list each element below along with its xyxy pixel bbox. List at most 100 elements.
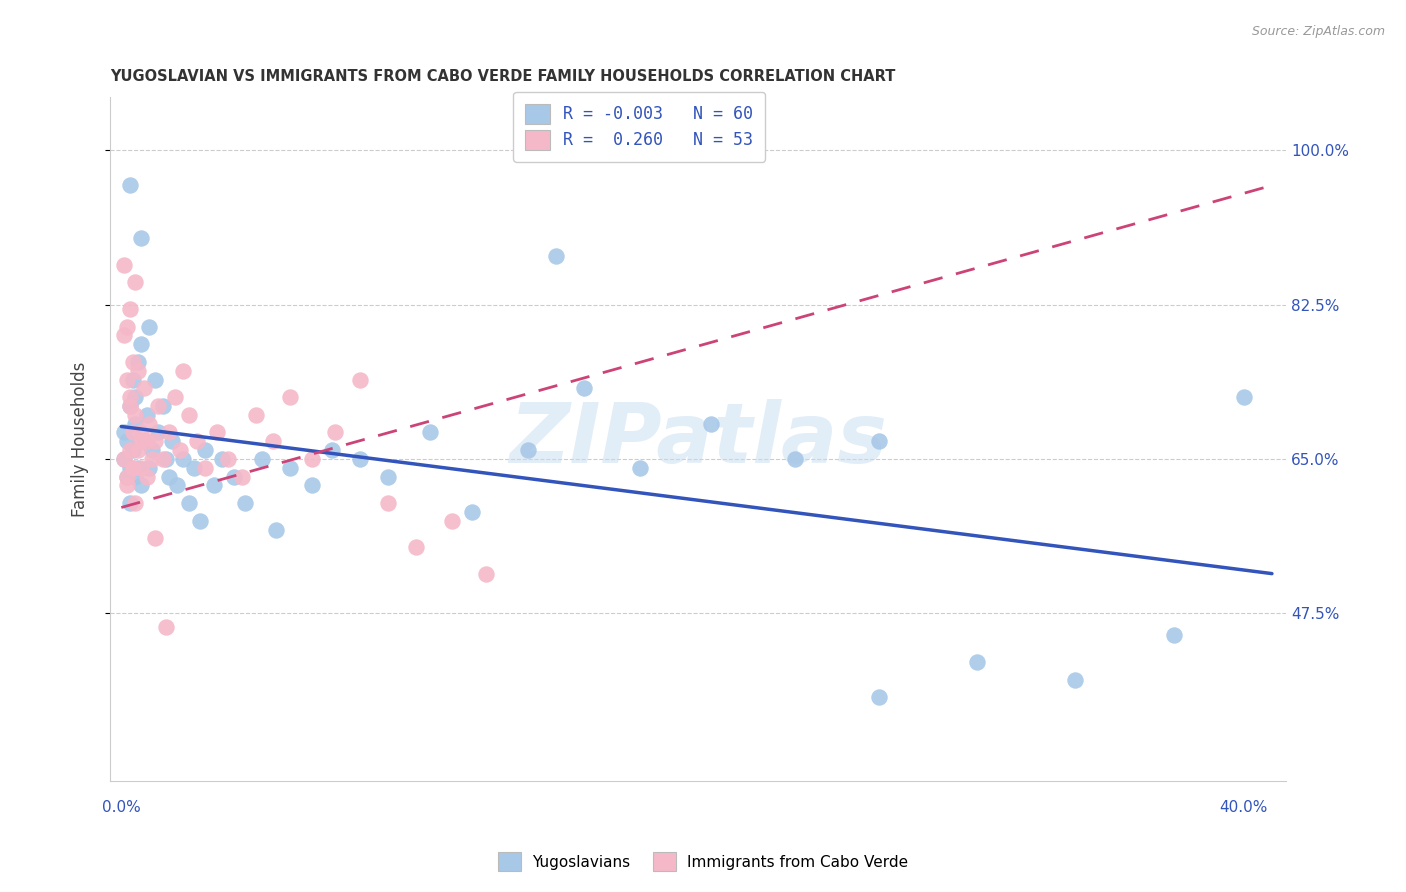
Point [124, 496, 146, 510]
Point [127, 355, 149, 369]
Point [966, 655, 988, 669]
Point [163, 390, 186, 404]
Point [121, 460, 143, 475]
Point [129, 231, 152, 245]
Point [129, 460, 152, 475]
Legend: Yugoslavians, Immigrants from Cabo Verde: Yugoslavians, Immigrants from Cabo Verde [492, 847, 914, 877]
Point [152, 452, 174, 467]
Legend: R = -0.003   N = 60, R =  0.260   N = 53: R = -0.003 N = 60, R = 0.260 N = 53 [513, 92, 765, 161]
Point [118, 496, 141, 510]
Point [517, 443, 540, 458]
Point [112, 425, 135, 440]
Point [118, 460, 141, 475]
Text: 0.0%: 0.0% [101, 799, 141, 814]
Point [127, 460, 149, 475]
Point [574, 381, 596, 395]
Point [169, 443, 191, 458]
Point [115, 434, 138, 449]
Point [118, 390, 141, 404]
Point [118, 443, 141, 458]
Point [141, 443, 163, 458]
Point [112, 258, 135, 272]
Point [1163, 628, 1185, 642]
Point [146, 399, 169, 413]
Point [112, 452, 135, 467]
Point [868, 434, 890, 449]
Text: 40.0%: 40.0% [1219, 799, 1268, 814]
Point [143, 532, 166, 546]
Point [118, 399, 141, 413]
Point [135, 469, 157, 483]
Point [138, 319, 160, 334]
Point [129, 337, 152, 351]
Point [475, 566, 498, 581]
Point [301, 452, 323, 467]
Point [441, 514, 464, 528]
Point [278, 460, 301, 475]
Point [141, 452, 163, 467]
Point [124, 276, 146, 290]
Point [177, 496, 200, 510]
Point [124, 469, 146, 483]
Point [143, 372, 166, 386]
Point [1064, 673, 1087, 687]
Point [118, 301, 141, 316]
Point [152, 399, 174, 413]
Point [250, 452, 273, 467]
Point [121, 425, 143, 440]
Point [129, 434, 152, 449]
Point [129, 425, 152, 440]
Point [127, 364, 149, 378]
Point [172, 452, 194, 467]
Point [138, 460, 160, 475]
Point [115, 372, 138, 386]
Text: YUGOSLAVIAN VS IMMIGRANTS FROM CABO VERDE FAMILY HOUSEHOLDS CORRELATION CHART: YUGOSLAVIAN VS IMMIGRANTS FROM CABO VERD… [110, 69, 896, 84]
Point [132, 434, 155, 449]
Point [419, 425, 441, 440]
Point [222, 469, 245, 483]
Point [172, 364, 194, 378]
Point [202, 478, 225, 492]
Point [112, 328, 135, 343]
Point [157, 469, 180, 483]
Point [135, 434, 157, 449]
Point [132, 381, 155, 395]
Point [115, 469, 138, 483]
Point [115, 478, 138, 492]
Point [124, 408, 146, 422]
Point [231, 469, 253, 483]
Point [138, 417, 160, 431]
Point [349, 372, 371, 386]
Point [194, 443, 217, 458]
Point [233, 496, 256, 510]
Point [121, 460, 143, 475]
Point [349, 452, 371, 467]
Point [1233, 390, 1256, 404]
Point [262, 434, 284, 449]
Text: ZIPatlas: ZIPatlas [509, 399, 887, 480]
Point [124, 417, 146, 431]
Point [783, 452, 806, 467]
Point [546, 249, 568, 263]
Point [143, 434, 166, 449]
Point [405, 540, 427, 554]
Point [115, 469, 138, 483]
Point [278, 390, 301, 404]
Point [118, 178, 141, 193]
Point [211, 452, 233, 467]
Y-axis label: Family Households: Family Households [72, 361, 89, 516]
Point [112, 452, 135, 467]
Point [217, 452, 239, 467]
Point [155, 452, 177, 467]
Point [194, 460, 217, 475]
Point [157, 425, 180, 440]
Point [177, 408, 200, 422]
Point [699, 417, 721, 431]
Point [245, 408, 267, 422]
Point [146, 425, 169, 440]
Point [868, 690, 890, 705]
Point [124, 390, 146, 404]
Point [135, 408, 157, 422]
Point [264, 523, 287, 537]
Point [188, 514, 211, 528]
